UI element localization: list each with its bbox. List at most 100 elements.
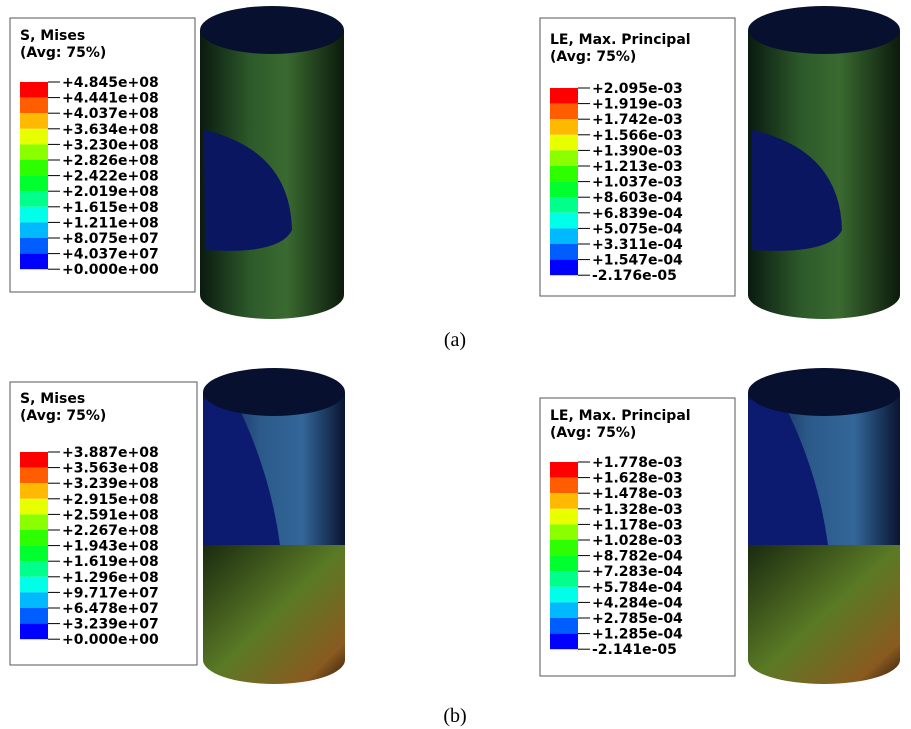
- legend-swatch: [550, 119, 578, 135]
- legend-label: +2.019e+08: [62, 184, 159, 200]
- legend-swatch: [20, 254, 48, 270]
- legend-swatch: [20, 608, 48, 624]
- legend-swatch: [550, 150, 578, 166]
- legend-swatch: [550, 166, 578, 182]
- legend-label: +3.239e+08: [62, 476, 159, 492]
- legend-swatch: [20, 592, 48, 608]
- legend-label: +1.296e+08: [62, 570, 159, 586]
- legend-label: +0.000e+00: [62, 632, 159, 648]
- legend-label: +5.784e-04: [592, 580, 683, 596]
- legend-swatch: [20, 176, 48, 192]
- legend-swatch: [550, 135, 578, 151]
- legend-swatch: [550, 493, 578, 509]
- cylinder: [203, 368, 345, 684]
- legend-label: +1.742e-03: [592, 112, 683, 128]
- legend-label: +1.285e-04: [592, 627, 683, 643]
- legend-title: LE, Max. Principal: [550, 32, 691, 48]
- figure: (a) (b) S, Mises(Avg: 75%)+4.845e+08+4.4…: [0, 0, 911, 729]
- legend-swatch: [550, 244, 578, 260]
- legend-label: -2.176e-05: [592, 268, 677, 284]
- legend-label: +3.634e+08: [62, 122, 159, 138]
- legend-title: S, Mises: [20, 28, 85, 44]
- legend-label: +4.037e+08: [62, 106, 159, 122]
- legend-swatch: [20, 191, 48, 207]
- legend-swatch: [550, 228, 578, 244]
- legend-label: +7.283e-04: [592, 564, 683, 580]
- legend-label: +8.782e-04: [592, 549, 683, 565]
- legend-label: +3.230e+08: [62, 137, 159, 153]
- legend-swatch: [550, 587, 578, 603]
- legend-swatch: [550, 540, 578, 556]
- legend-label: +2.422e+08: [62, 169, 159, 185]
- legend-label: +4.284e-04: [592, 595, 683, 611]
- legend-label: +8.603e-04: [592, 190, 683, 206]
- legend-swatch: [20, 483, 48, 499]
- legend-swatch: [20, 530, 48, 546]
- legend-swatch: [550, 88, 578, 104]
- legend-label: +2.915e+08: [62, 492, 159, 508]
- legend-label: +1.566e-03: [592, 128, 683, 144]
- legend-label: +1.211e+08: [62, 215, 159, 231]
- legend-swatch: [20, 561, 48, 577]
- legend-swatch: [550, 618, 578, 634]
- legend-label: +2.826e+08: [62, 153, 159, 169]
- legend-swatch: [550, 197, 578, 213]
- legend-label: +1.328e-03: [592, 502, 683, 518]
- legend-label: +1.943e+08: [62, 539, 159, 555]
- legend-label: +5.075e-04: [592, 221, 683, 237]
- legend-swatch: [550, 634, 578, 650]
- legend-swatch: [20, 514, 48, 530]
- legend-title: S, Mises: [20, 391, 85, 407]
- legend-swatch: [20, 624, 48, 640]
- legend-swatch: [550, 213, 578, 229]
- legend-label: +3.887e+08: [62, 445, 159, 461]
- legend-swatch: [550, 182, 578, 198]
- legend-label: +3.311e-04: [592, 237, 683, 253]
- legend-label: +4.441e+08: [62, 91, 159, 107]
- legend-label: +1.628e-03: [592, 471, 683, 487]
- legend-swatch: [20, 160, 48, 176]
- legend-label: -2.141e-05: [592, 642, 677, 658]
- legend-label: +2.095e-03: [592, 81, 683, 97]
- legend-label: +4.037e+07: [62, 247, 159, 263]
- legend-swatch: [550, 571, 578, 587]
- legend-label: +1.547e-04: [592, 253, 683, 269]
- legend-label: +1.778e-03: [592, 455, 683, 471]
- legend-swatch: [20, 144, 48, 160]
- caption: (a): [444, 329, 466, 351]
- legend-swatch: [20, 452, 48, 468]
- legend-swatch: [20, 98, 48, 114]
- legend-swatch: [550, 602, 578, 618]
- caption: (b): [443, 705, 466, 727]
- legend-swatch: [20, 222, 48, 238]
- legend-swatch: [20, 238, 48, 254]
- legend-label: +1.919e-03: [592, 97, 683, 113]
- legend-swatch: [550, 509, 578, 525]
- legend-label: +4.845e+08: [62, 75, 159, 91]
- legend-label: +0.000e+00: [62, 262, 159, 278]
- legend-label: +6.839e-04: [592, 206, 683, 222]
- legend-label: +2.591e+08: [62, 507, 159, 523]
- legend-swatch: [550, 260, 578, 276]
- legend-subtitle: (Avg: 75%): [550, 425, 636, 441]
- legend-label: +1.028e-03: [592, 533, 683, 549]
- legend-swatch: [20, 546, 48, 562]
- legend-subtitle: (Avg: 75%): [20, 408, 106, 424]
- legend-swatch: [20, 577, 48, 593]
- legend-subtitle: (Avg: 75%): [20, 45, 106, 61]
- legend-swatch: [20, 499, 48, 515]
- legend-swatch: [20, 113, 48, 129]
- cylinder: [200, 6, 344, 319]
- legend-label: +9.717e+07: [62, 585, 159, 601]
- legend-label: +2.267e+08: [62, 523, 159, 539]
- legend-swatch: [20, 82, 48, 98]
- legend-label: +3.563e+08: [62, 461, 159, 477]
- cylinder: [748, 6, 900, 319]
- legend-swatch: [20, 129, 48, 145]
- legend-label: +1.037e-03: [592, 175, 683, 191]
- legend-swatch: [550, 478, 578, 494]
- legend-swatch: [550, 524, 578, 540]
- legend-swatch: [550, 556, 578, 572]
- legend-swatch: [550, 104, 578, 120]
- legend-label: +1.619e+08: [62, 554, 159, 570]
